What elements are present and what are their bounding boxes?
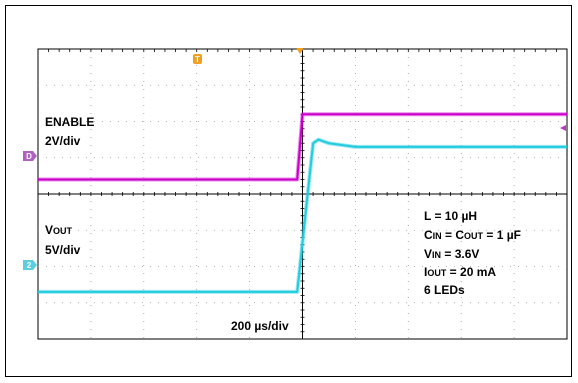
trace-layer bbox=[38, 112, 567, 294]
annotation-capacitance: CIN = COUT = 1 µF bbox=[424, 228, 521, 242]
vout-channel-marker-label: 2 bbox=[27, 261, 32, 270]
enable-label: ENABLE bbox=[45, 115, 94, 129]
vout-scale-label: 5V/div bbox=[45, 243, 81, 257]
enable-channel-marker: D bbox=[23, 151, 37, 161]
trace-series-1 bbox=[38, 138, 567, 293]
trigger-marker-label: T bbox=[195, 55, 200, 64]
trace-series-0 bbox=[38, 113, 567, 181]
vout-label-main: V bbox=[45, 223, 53, 237]
enable-trigger-level-marker bbox=[560, 125, 566, 131]
annotation-leds: 6 LEDs bbox=[424, 283, 465, 297]
enable-scale-label: 2V/div bbox=[45, 134, 81, 148]
annotation-iout: IOUT = 20 mA bbox=[424, 265, 496, 279]
vout-label: VOUT bbox=[45, 223, 73, 237]
trigger-position-marker bbox=[296, 48, 304, 54]
figure-frame bbox=[5, 5, 572, 377]
timebase-label: 200 µs/div bbox=[231, 319, 289, 333]
annotation-vin: VIN = 3.6V bbox=[424, 247, 479, 261]
annotation-inductance: L = 10 µH bbox=[424, 209, 477, 223]
vout-channel-marker: 2 bbox=[23, 260, 37, 270]
vout-label-sub: OUT bbox=[53, 226, 73, 236]
enable-channel-marker-label: D bbox=[26, 152, 32, 161]
grid-layer bbox=[37, 48, 568, 340]
trigger-marker: T bbox=[193, 54, 202, 64]
